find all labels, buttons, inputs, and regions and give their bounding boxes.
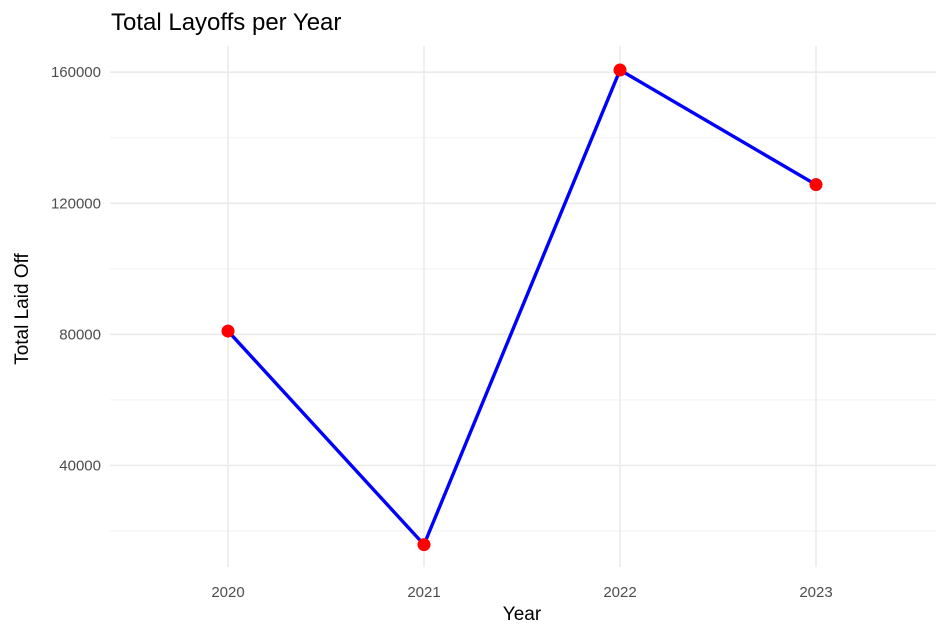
data-point — [613, 63, 627, 77]
y-axis-title: Total Laid Off — [12, 252, 33, 364]
x-tick-label: 2021 — [407, 584, 440, 601]
axis-ticks: 40000 80000 120000 160000 2020 2021 2022 2023 — [51, 64, 833, 601]
y-tick-label: 120000 — [51, 195, 101, 212]
data-point — [809, 178, 823, 192]
chart-title: Total Layoffs per Year — [111, 9, 341, 36]
y-tick-label: 160000 — [51, 64, 101, 81]
data-point — [221, 324, 235, 338]
series-line — [226, 68, 818, 547]
x-tick-label: 2020 — [211, 584, 244, 601]
y-tick-label: 40000 — [59, 457, 101, 474]
x-tick-label: 2023 — [799, 584, 832, 601]
data-point — [417, 538, 431, 552]
data-series — [221, 63, 823, 552]
grid-lines — [110, 46, 936, 567]
y-tick-label: 80000 — [59, 326, 101, 343]
x-tick-label: 2022 — [603, 584, 636, 601]
x-axis-title: Year — [503, 604, 542, 625]
